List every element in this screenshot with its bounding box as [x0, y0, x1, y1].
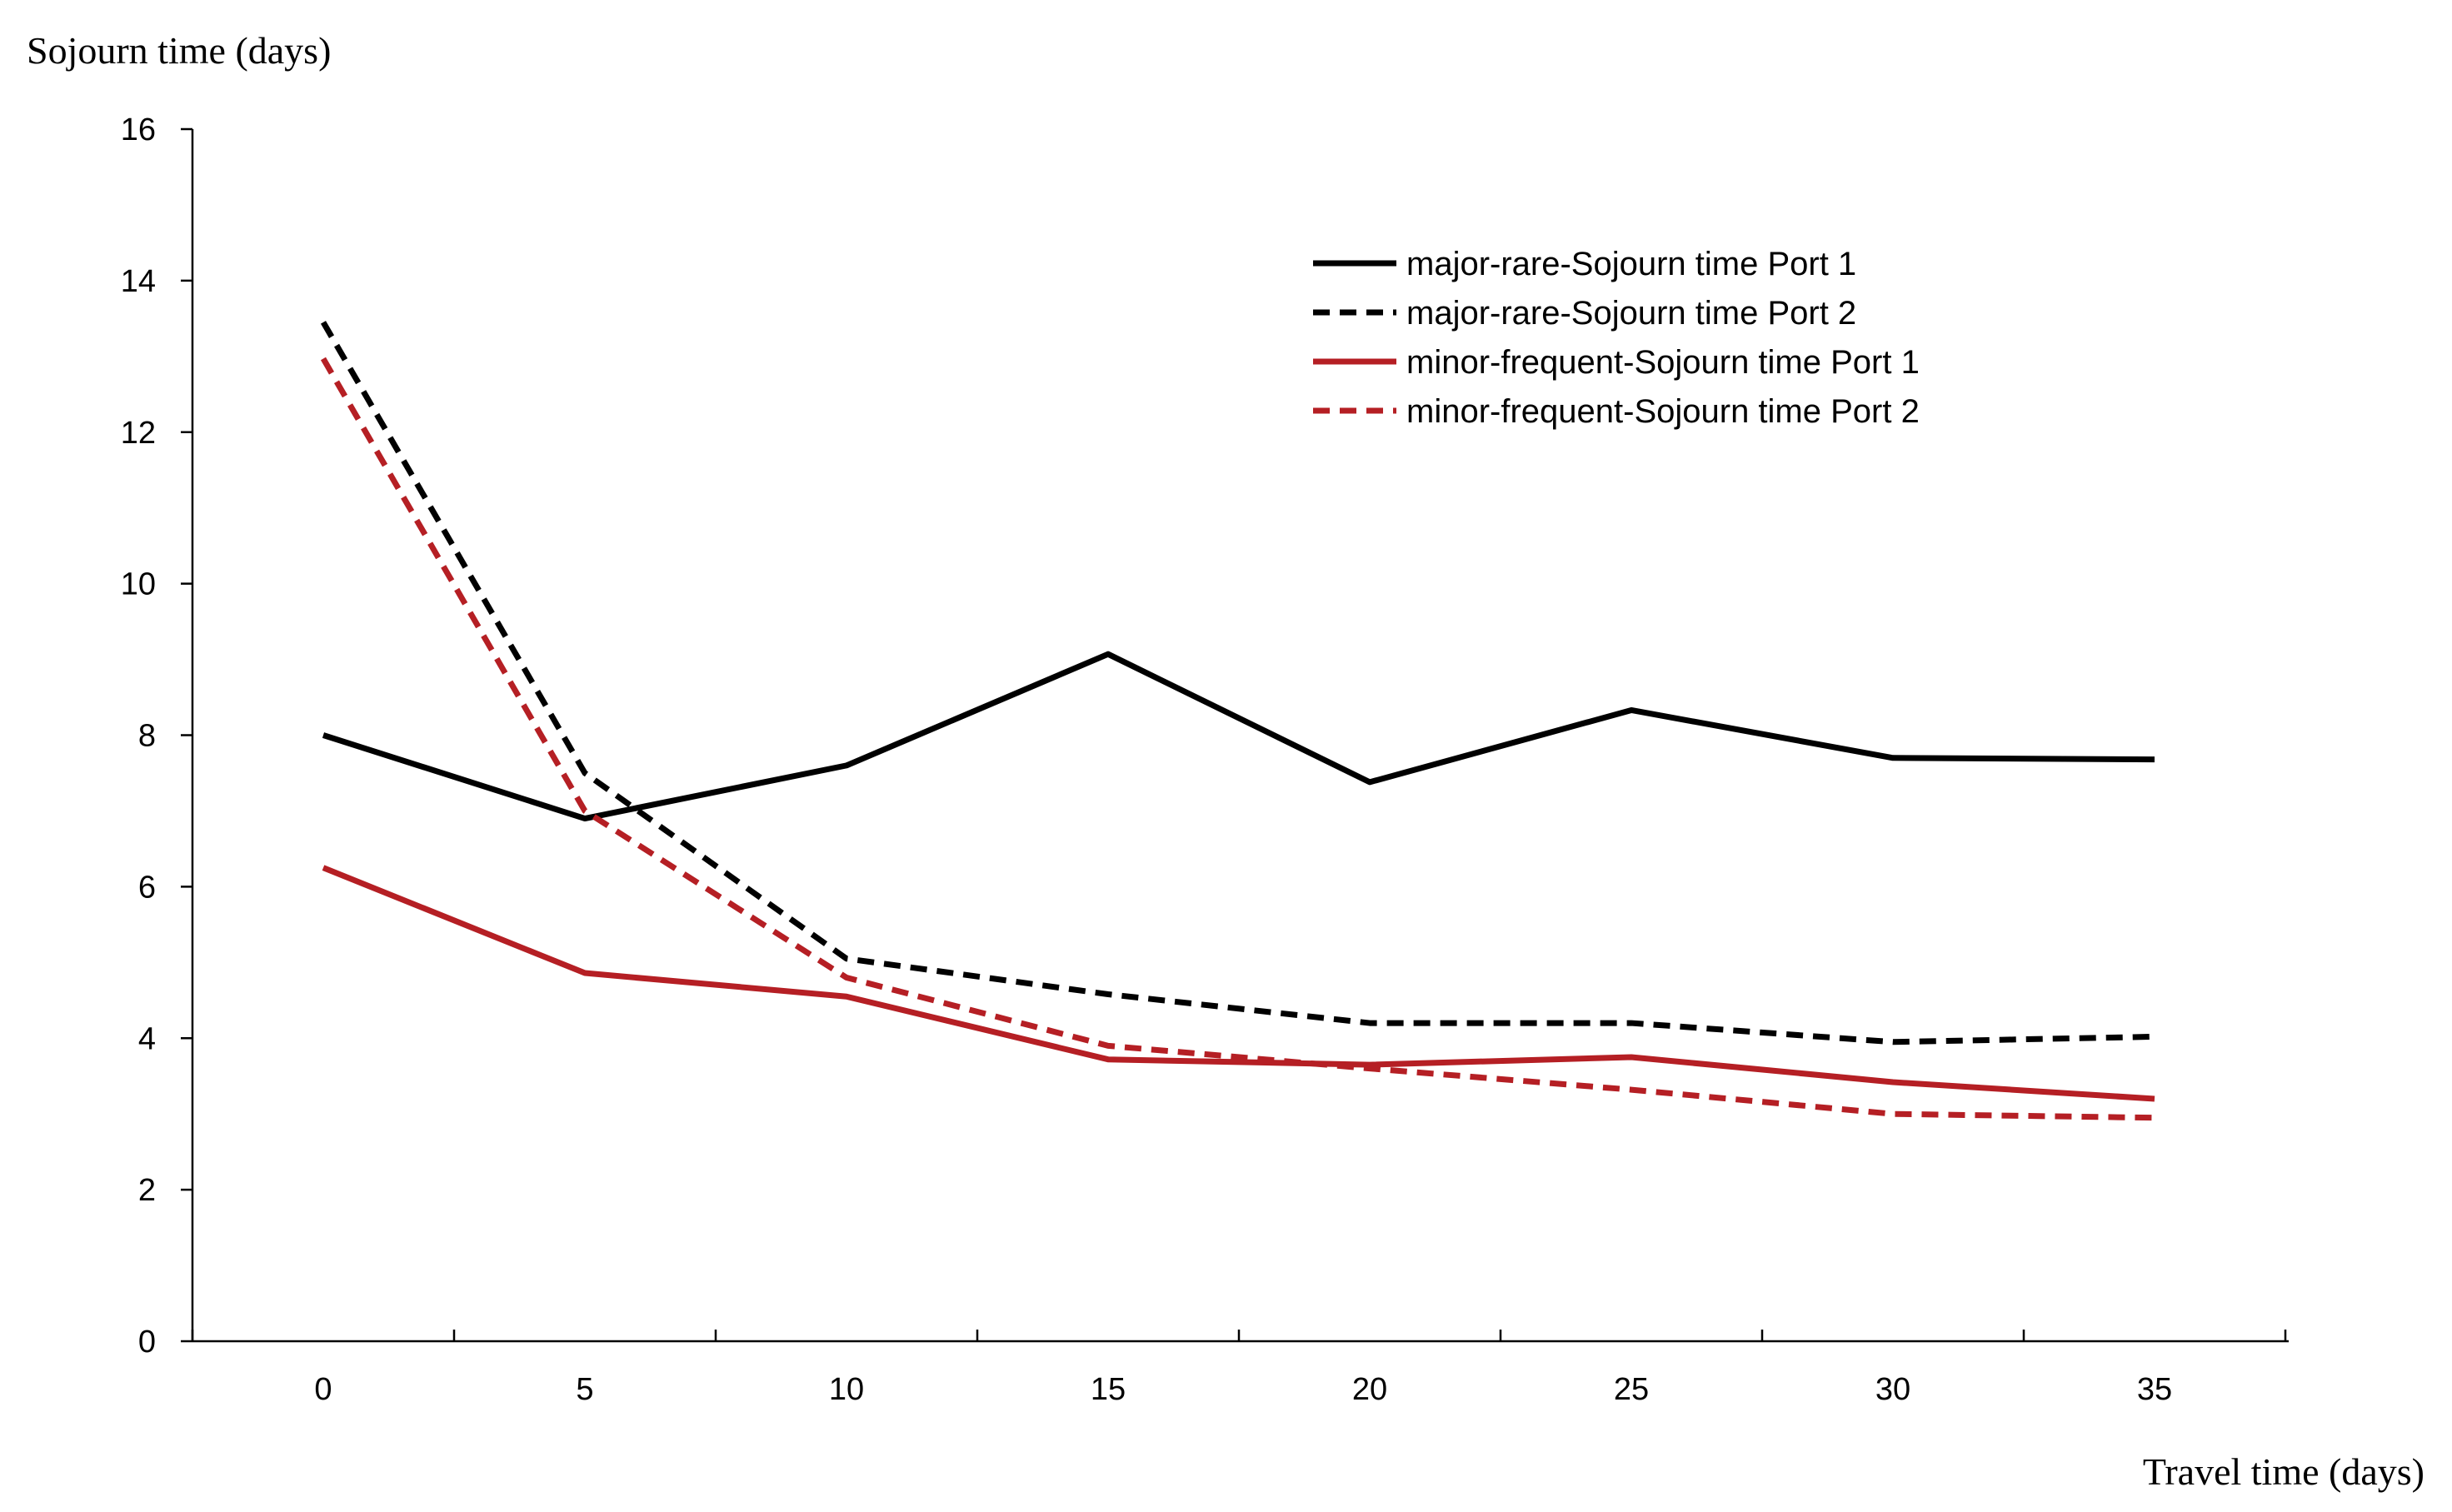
- series-line-3: [322, 865, 2155, 1102]
- y-tick-label: 16: [121, 112, 156, 147]
- legend-label: minor-frequent-Sojourn time Port 2: [1406, 393, 1920, 430]
- axes: 0 2 4 6 8 10 12 14 16 0 5 10 15 20 25 30 35: [121, 112, 2289, 1407]
- legend-label: major-rare-Sojourn time Port 1: [1406, 246, 1856, 282]
- y-tick-label: 6: [138, 870, 156, 905]
- y-tick-label: 12: [121, 416, 156, 451]
- x-tick-label: 25: [1614, 1372, 1649, 1407]
- y-tick-label: 0: [138, 1325, 156, 1360]
- y-tick-label: 10: [121, 567, 156, 602]
- plot-area: [320, 321, 2155, 1121]
- x-tick-label: 30: [1875, 1372, 1910, 1407]
- y-tick-label: 2: [138, 1173, 156, 1208]
- y-tick-label: 14: [121, 264, 156, 299]
- legend-label: minor-frequent-Sojourn time Port 1: [1406, 344, 1920, 381]
- legend-label: major-rare-Sojourn time Port 2: [1406, 295, 1856, 332]
- y-tick-label: 4: [138, 1021, 156, 1056]
- x-tick-label: 35: [2137, 1372, 2172, 1407]
- x-tick-label: 20: [1352, 1372, 1387, 1407]
- x-tick-label: 10: [829, 1372, 864, 1407]
- x-tick-label: 15: [1091, 1372, 1126, 1407]
- series-line-4: [320, 357, 2155, 1121]
- x-tick-label: 0: [314, 1372, 332, 1407]
- x-tick-label: 5: [576, 1372, 593, 1407]
- y-axis-title: Sojourn time (days): [27, 29, 331, 72]
- x-axis-title: Travel time (days): [2143, 1450, 2425, 1493]
- series-line-2: [320, 321, 2155, 1045]
- legend: major-rare-Sojourn time Port 1 major-rare…: [1313, 246, 1920, 430]
- y-tick-label: 8: [138, 719, 156, 754]
- series-line-1: [322, 651, 2155, 822]
